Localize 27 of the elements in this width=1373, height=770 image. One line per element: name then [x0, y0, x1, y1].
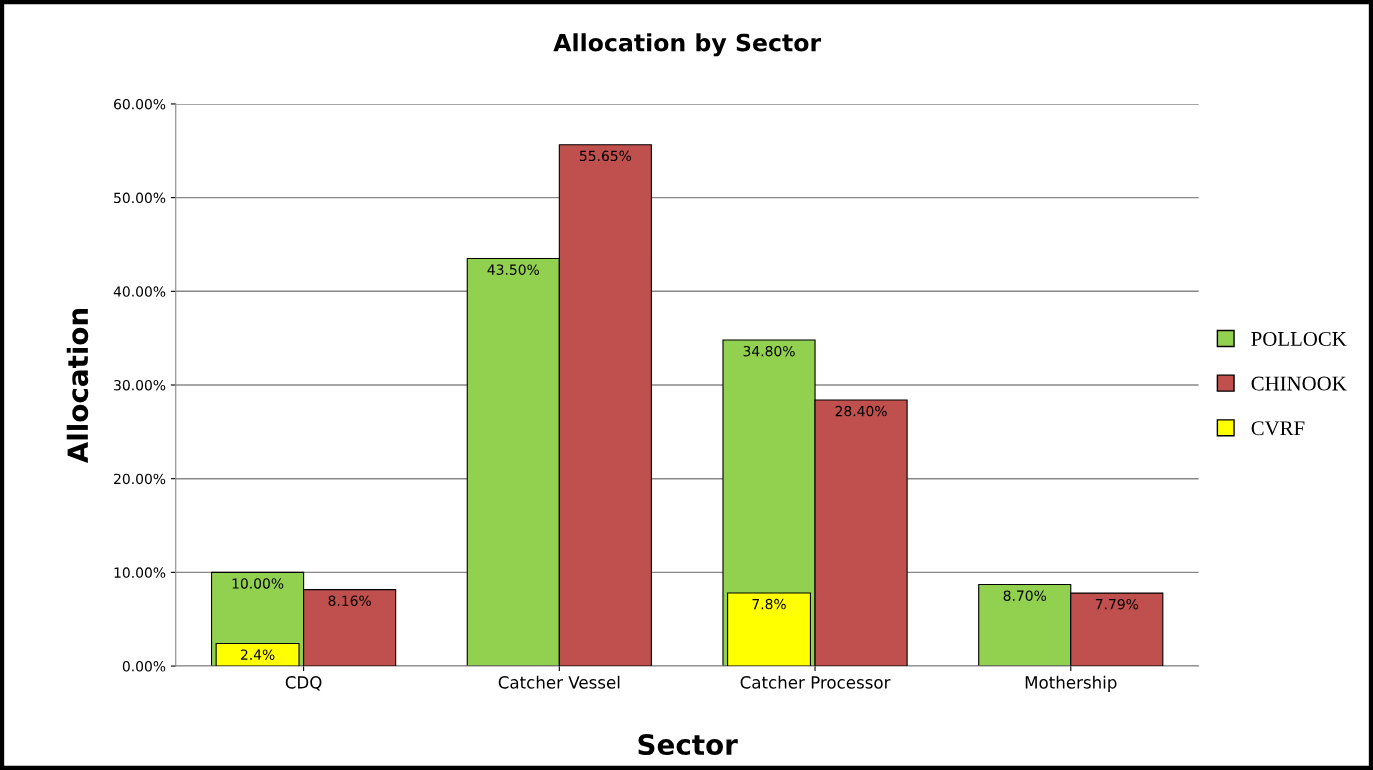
legend-label: POLLOCK [1251, 331, 1347, 346]
data-label: 2.4% [240, 649, 275, 660]
chart-title: Allocation by Sector [553, 33, 822, 57]
y-tick-label: 50.00% [114, 192, 166, 204]
data-label: 34.80% [743, 345, 795, 357]
data-label: 43.50% [487, 264, 540, 275]
x-tick-label: Catcher Vessel [498, 675, 620, 689]
y-axis-title: Allocation [66, 308, 89, 464]
data-label: 28.40% [835, 405, 887, 417]
data-label: 8.16% [328, 595, 371, 606]
x-tick-label: Catcher Processor [740, 675, 891, 689]
y-tick-label: 0.00% [122, 661, 166, 672]
y-tick-label: 60.00% [114, 98, 166, 110]
y-tick-label: 30.00% [114, 379, 166, 391]
data-label: 10.00% [232, 578, 284, 589]
x-tick-label: CDQ [285, 676, 322, 691]
y-tick-label: 10.00% [114, 567, 166, 578]
data-label: 55.65% [579, 150, 632, 162]
data-label: 7.8% [752, 598, 786, 610]
x-tick-label: Mothership [1025, 675, 1117, 692]
legend-label: CVRF [1251, 421, 1305, 436]
data-label: 7.79% [1095, 598, 1139, 610]
data-label: 8.70% [1003, 590, 1047, 601]
legend-label: CHINOOK [1251, 376, 1347, 391]
y-tick-label: 40.00% [113, 286, 166, 297]
y-tick-label: 20.00% [114, 473, 166, 485]
x-axis-title: Sector [638, 734, 738, 756]
